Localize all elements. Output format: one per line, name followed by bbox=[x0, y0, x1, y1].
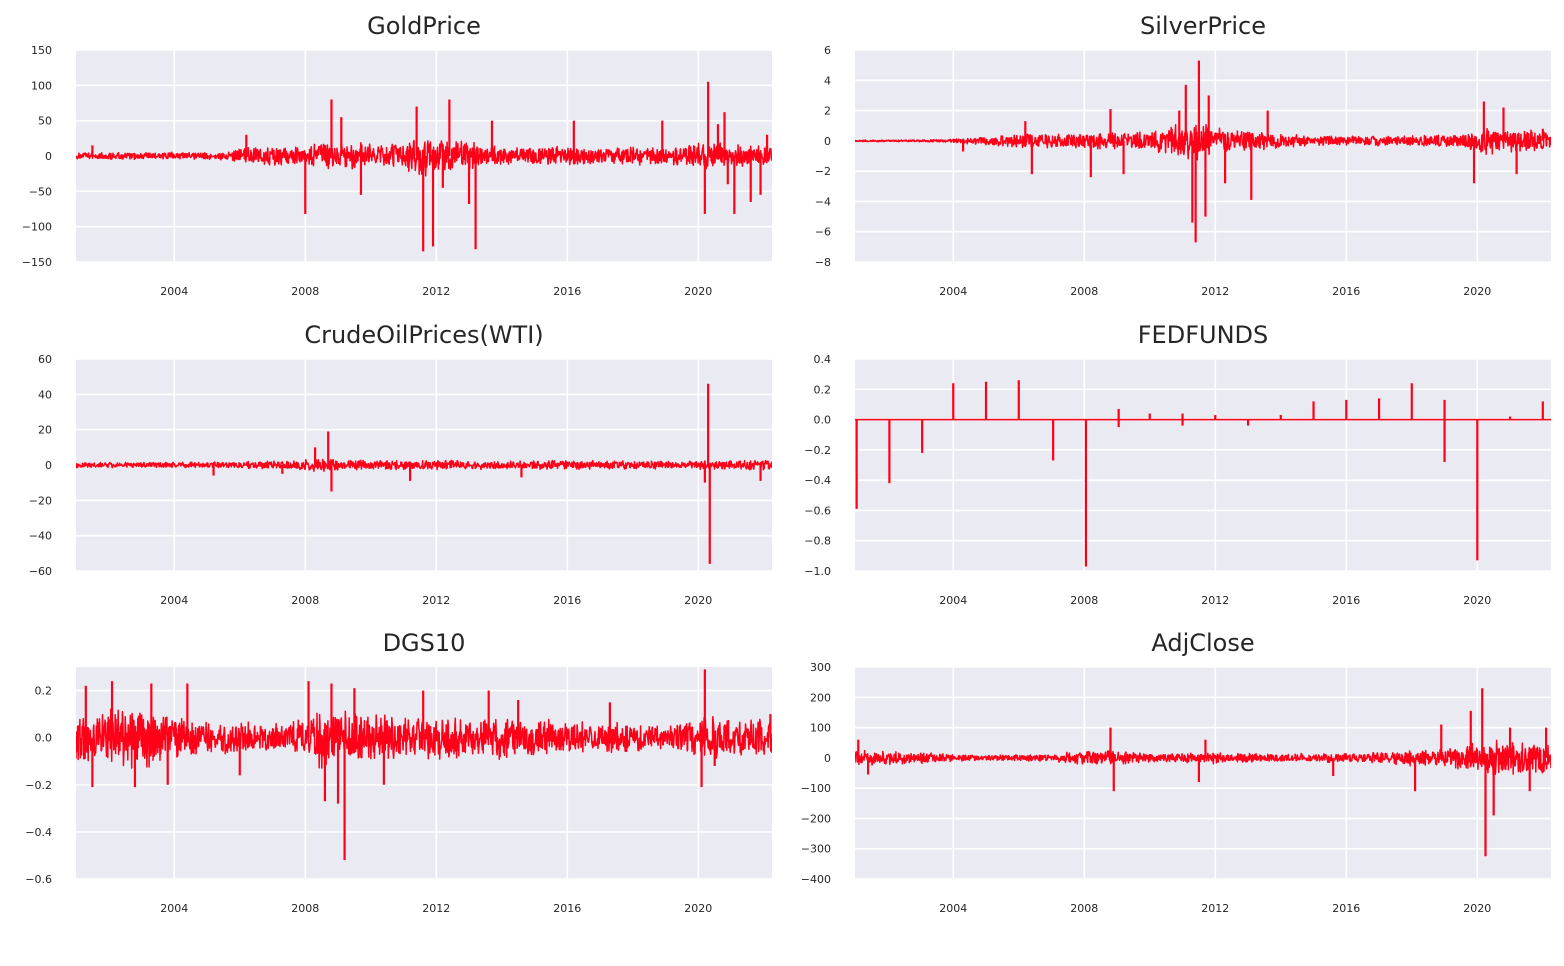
ytick-label: 200 bbox=[810, 691, 831, 704]
ytick-label: −150 bbox=[22, 256, 52, 269]
ytick-label: 0 bbox=[45, 459, 52, 472]
ytick-label: −2 bbox=[815, 165, 831, 178]
ytick-label: −400 bbox=[801, 873, 831, 886]
xtick-label: 2020 bbox=[684, 902, 712, 915]
ytick-label: 0.0 bbox=[814, 414, 832, 427]
panel-goldprice: GoldPrice 2004 2008 2012 2016 2020 −150 −100 −5… bbox=[0, 0, 780, 310]
ytick-label: −40 bbox=[29, 530, 52, 543]
ytick-label: −0.2 bbox=[804, 444, 831, 457]
plot-silverprice: 2004 2008 2012 2016 2020 −8 −6 −4 −2 0 2 4 6 bbox=[815, 44, 1551, 298]
panel-silverprice: SilverPrice 2004 2008 2012 2016 2020 −8 −6 −4 −2… bbox=[779, 0, 1559, 310]
ytick-label: −60 bbox=[29, 565, 52, 578]
xtick-label: 2004 bbox=[939, 285, 967, 298]
ytick-label: 0 bbox=[824, 752, 831, 765]
series-line bbox=[76, 458, 772, 472]
plot-goldprice: 2004 2008 2012 2016 2020 −150 −100 −50 0 50 100 150 bbox=[22, 44, 772, 298]
xtick-label: 2012 bbox=[1201, 285, 1229, 298]
plot-area bbox=[855, 359, 1551, 571]
chart-title: DGS10 bbox=[382, 629, 466, 657]
xtick-label: 2016 bbox=[553, 285, 581, 298]
xtick-label: 2016 bbox=[553, 594, 581, 607]
chart-title: GoldPrice bbox=[367, 12, 481, 40]
ytick-label: −0.6 bbox=[804, 504, 831, 517]
ytick-label: 100 bbox=[31, 79, 52, 92]
chart-title: SilverPrice bbox=[1140, 12, 1266, 40]
xtick-label: 2012 bbox=[1201, 594, 1229, 607]
plot-area bbox=[855, 667, 1551, 879]
ytick-label: −300 bbox=[801, 843, 831, 856]
ytick-label: 40 bbox=[38, 388, 52, 401]
panel-dgs10: DGS10 2004 2008 2012 2016 2020 −0.6 −0.4 −0.2 0.… bbox=[0, 617, 780, 927]
plot-crudeoil: 2004 2008 2012 2016 2020 −60 −40 −20 0 20 40 60 bbox=[29, 353, 772, 607]
xtick-label: 2012 bbox=[1201, 902, 1229, 915]
xtick-label: 2016 bbox=[1332, 594, 1360, 607]
xtick-label: 2012 bbox=[422, 285, 450, 298]
ytick-label: −100 bbox=[801, 782, 831, 795]
ytick-label: 300 bbox=[810, 661, 831, 674]
panel-adjclose: AdjClose 2004 2008 2012 2016 2020 −400 −300 −20… bbox=[779, 617, 1559, 927]
ytick-label: 0.2 bbox=[814, 383, 832, 396]
ytick-label: −4 bbox=[815, 195, 831, 208]
ytick-label: −100 bbox=[22, 221, 52, 234]
xtick-label: 2004 bbox=[939, 902, 967, 915]
series-line bbox=[76, 139, 772, 177]
ytick-label: 150 bbox=[31, 44, 52, 57]
xtick-label: 2004 bbox=[160, 594, 188, 607]
ytick-label: −0.8 bbox=[804, 535, 831, 548]
ytick-label: 4 bbox=[824, 74, 831, 87]
xtick-label: 2020 bbox=[1463, 902, 1491, 915]
series-line bbox=[855, 123, 1551, 161]
ytick-label: 60 bbox=[38, 353, 52, 366]
plot-area bbox=[855, 50, 1551, 262]
xtick-label: 2004 bbox=[160, 285, 188, 298]
ytick-label: 0 bbox=[45, 150, 52, 163]
xtick-label: 2020 bbox=[1463, 594, 1491, 607]
ytick-label: −0.4 bbox=[25, 826, 52, 839]
ytick-label: −8 bbox=[815, 256, 831, 269]
xtick-label: 2020 bbox=[684, 594, 712, 607]
xtick-label: 2020 bbox=[1463, 285, 1491, 298]
xtick-label: 2008 bbox=[291, 594, 319, 607]
xtick-label: 2008 bbox=[1070, 285, 1098, 298]
ytick-label: −0.4 bbox=[804, 474, 831, 487]
chart-title: AdjClose bbox=[1151, 629, 1255, 657]
xtick-label: 2008 bbox=[1070, 902, 1098, 915]
xtick-label: 2008 bbox=[291, 902, 319, 915]
panel-crudeoil: CrudeOilPrices(WTI) 2004 2008 2012 2016 2020… bbox=[0, 309, 780, 619]
ytick-label: 6 bbox=[824, 44, 831, 57]
chart-title: CrudeOilPrices(WTI) bbox=[304, 321, 544, 349]
ytick-label: 50 bbox=[38, 115, 52, 128]
ytick-label: −20 bbox=[29, 494, 52, 507]
xtick-label: 2012 bbox=[422, 594, 450, 607]
xtick-label: 2020 bbox=[684, 285, 712, 298]
ytick-label: −1.0 bbox=[804, 565, 831, 578]
ytick-label: 0.4 bbox=[814, 353, 832, 366]
ytick-label: −0.2 bbox=[25, 779, 52, 792]
xtick-label: 2004 bbox=[160, 902, 188, 915]
panel-fedfunds: FEDFUNDS 2004 2008 2012 2016 2020 −1.0 −0.8 −0.… bbox=[779, 309, 1559, 619]
xtick-label: 2008 bbox=[291, 285, 319, 298]
ytick-label: 0.2 bbox=[35, 685, 53, 698]
xtick-label: 2016 bbox=[1332, 285, 1360, 298]
xtick-label: 2016 bbox=[1332, 902, 1360, 915]
series-line bbox=[855, 739, 1551, 776]
ytick-label: −0.6 bbox=[25, 873, 52, 886]
xtick-label: 2004 bbox=[939, 594, 967, 607]
plot-dgs10: 2004 2008 2012 2016 2020 −0.6 −0.4 −0.2 0.0 0.2 bbox=[25, 667, 772, 915]
ytick-label: −200 bbox=[801, 812, 831, 825]
ytick-label: 100 bbox=[810, 722, 831, 735]
plot-adjclose: 2004 2008 2012 2016 2020 −400 −300 −200 −100 0 100… bbox=[801, 661, 1551, 915]
xtick-label: 2008 bbox=[1070, 594, 1098, 607]
ytick-label: 0.0 bbox=[35, 732, 53, 745]
xtick-label: 2016 bbox=[553, 902, 581, 915]
ytick-label: 0 bbox=[824, 135, 831, 148]
chart-title: FEDFUNDS bbox=[1137, 321, 1269, 349]
ytick-label: 20 bbox=[38, 424, 52, 437]
ytick-label: 2 bbox=[824, 105, 831, 118]
xtick-label: 2012 bbox=[422, 902, 450, 915]
ytick-label: −6 bbox=[815, 226, 831, 239]
plot-fedfunds: 2004 2008 2012 2016 2020 −1.0 −0.8 −0.6 −0.4 −0.2… bbox=[804, 353, 1551, 607]
ytick-label: −50 bbox=[29, 185, 52, 198]
